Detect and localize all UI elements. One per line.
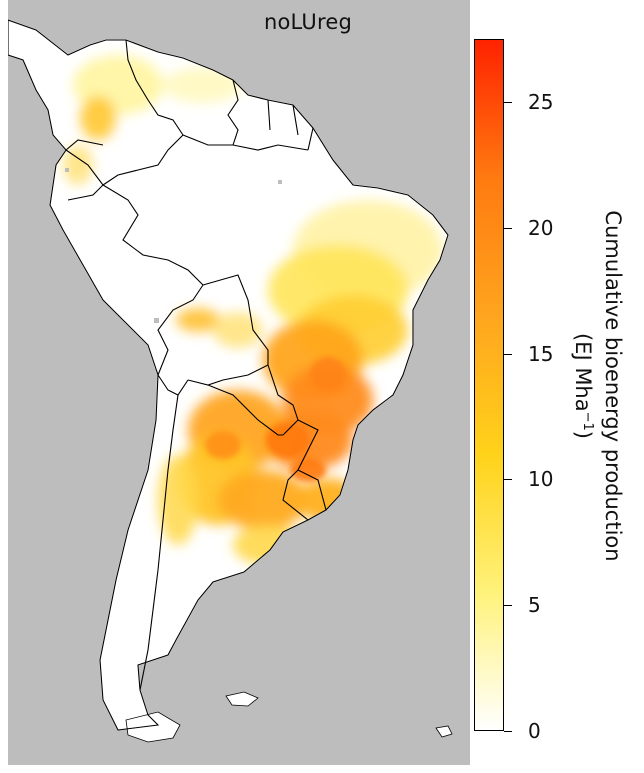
colorbar-tick-label: 20 (528, 215, 554, 240)
colorbar-tick-mark (504, 101, 512, 103)
border-bolivia-paraguay (187, 364, 269, 386)
no-data-pixel (65, 168, 69, 172)
map-panel: noLUreg (8, 0, 470, 765)
colorbar-tick-mark (504, 479, 512, 481)
colorbar-gradient (474, 39, 504, 731)
border-argentina-brazil (297, 419, 319, 471)
tierra-del-fuego (125, 711, 181, 743)
border-colombia-ecuador (65, 139, 104, 151)
colorbar-tick-label: 0 (528, 719, 541, 743)
border-chile-argentina (139, 394, 179, 691)
colorbar-tick-mark (504, 605, 512, 607)
border-peru-brazil (102, 184, 204, 286)
border-paraguay-brazil (267, 364, 299, 436)
bioenergy-field (63, 55, 443, 565)
border-peru-bolivia (157, 284, 204, 376)
colorbar-tick-label: 10 (528, 467, 554, 492)
no-data-pixel (154, 318, 159, 323)
border-bolivia-brazil (202, 274, 269, 365)
colorbar-title-text: Cumulative bioenergy production (EJ Mha−… (570, 210, 626, 561)
border-venezuela-brazil (182, 134, 309, 151)
south-georgia-island (435, 725, 453, 738)
panel-title: noLUreg (264, 10, 353, 34)
border-colombia-brazil (102, 134, 184, 186)
border-uruguay (282, 469, 327, 521)
colorbar-tick-mark (504, 227, 512, 229)
colorbar-title-line2: (EJ Mha−1) (571, 332, 595, 439)
country-borders (8, 19, 449, 731)
colorbar-tick-label: 5 (528, 593, 541, 618)
colorbar (474, 39, 504, 731)
border-venezuela-guyana (227, 79, 239, 146)
colorbar-title-line1: Cumulative bioenergy production (601, 210, 625, 562)
border-paraguay-argentina (207, 384, 283, 436)
falkland-islands (225, 691, 259, 707)
south-america-map (8, 0, 470, 765)
colorbar-tick-mark (504, 353, 512, 355)
colorbar-tick-mark (504, 731, 512, 732)
colorbar-tick-label: 15 (528, 341, 554, 366)
border-bolivia-chile (157, 374, 189, 396)
border-colombia-venezuela (125, 39, 184, 136)
colorbar-tick-label: 25 (528, 89, 554, 114)
border-guianas (267, 99, 314, 151)
no-data-pixel (278, 180, 282, 184)
